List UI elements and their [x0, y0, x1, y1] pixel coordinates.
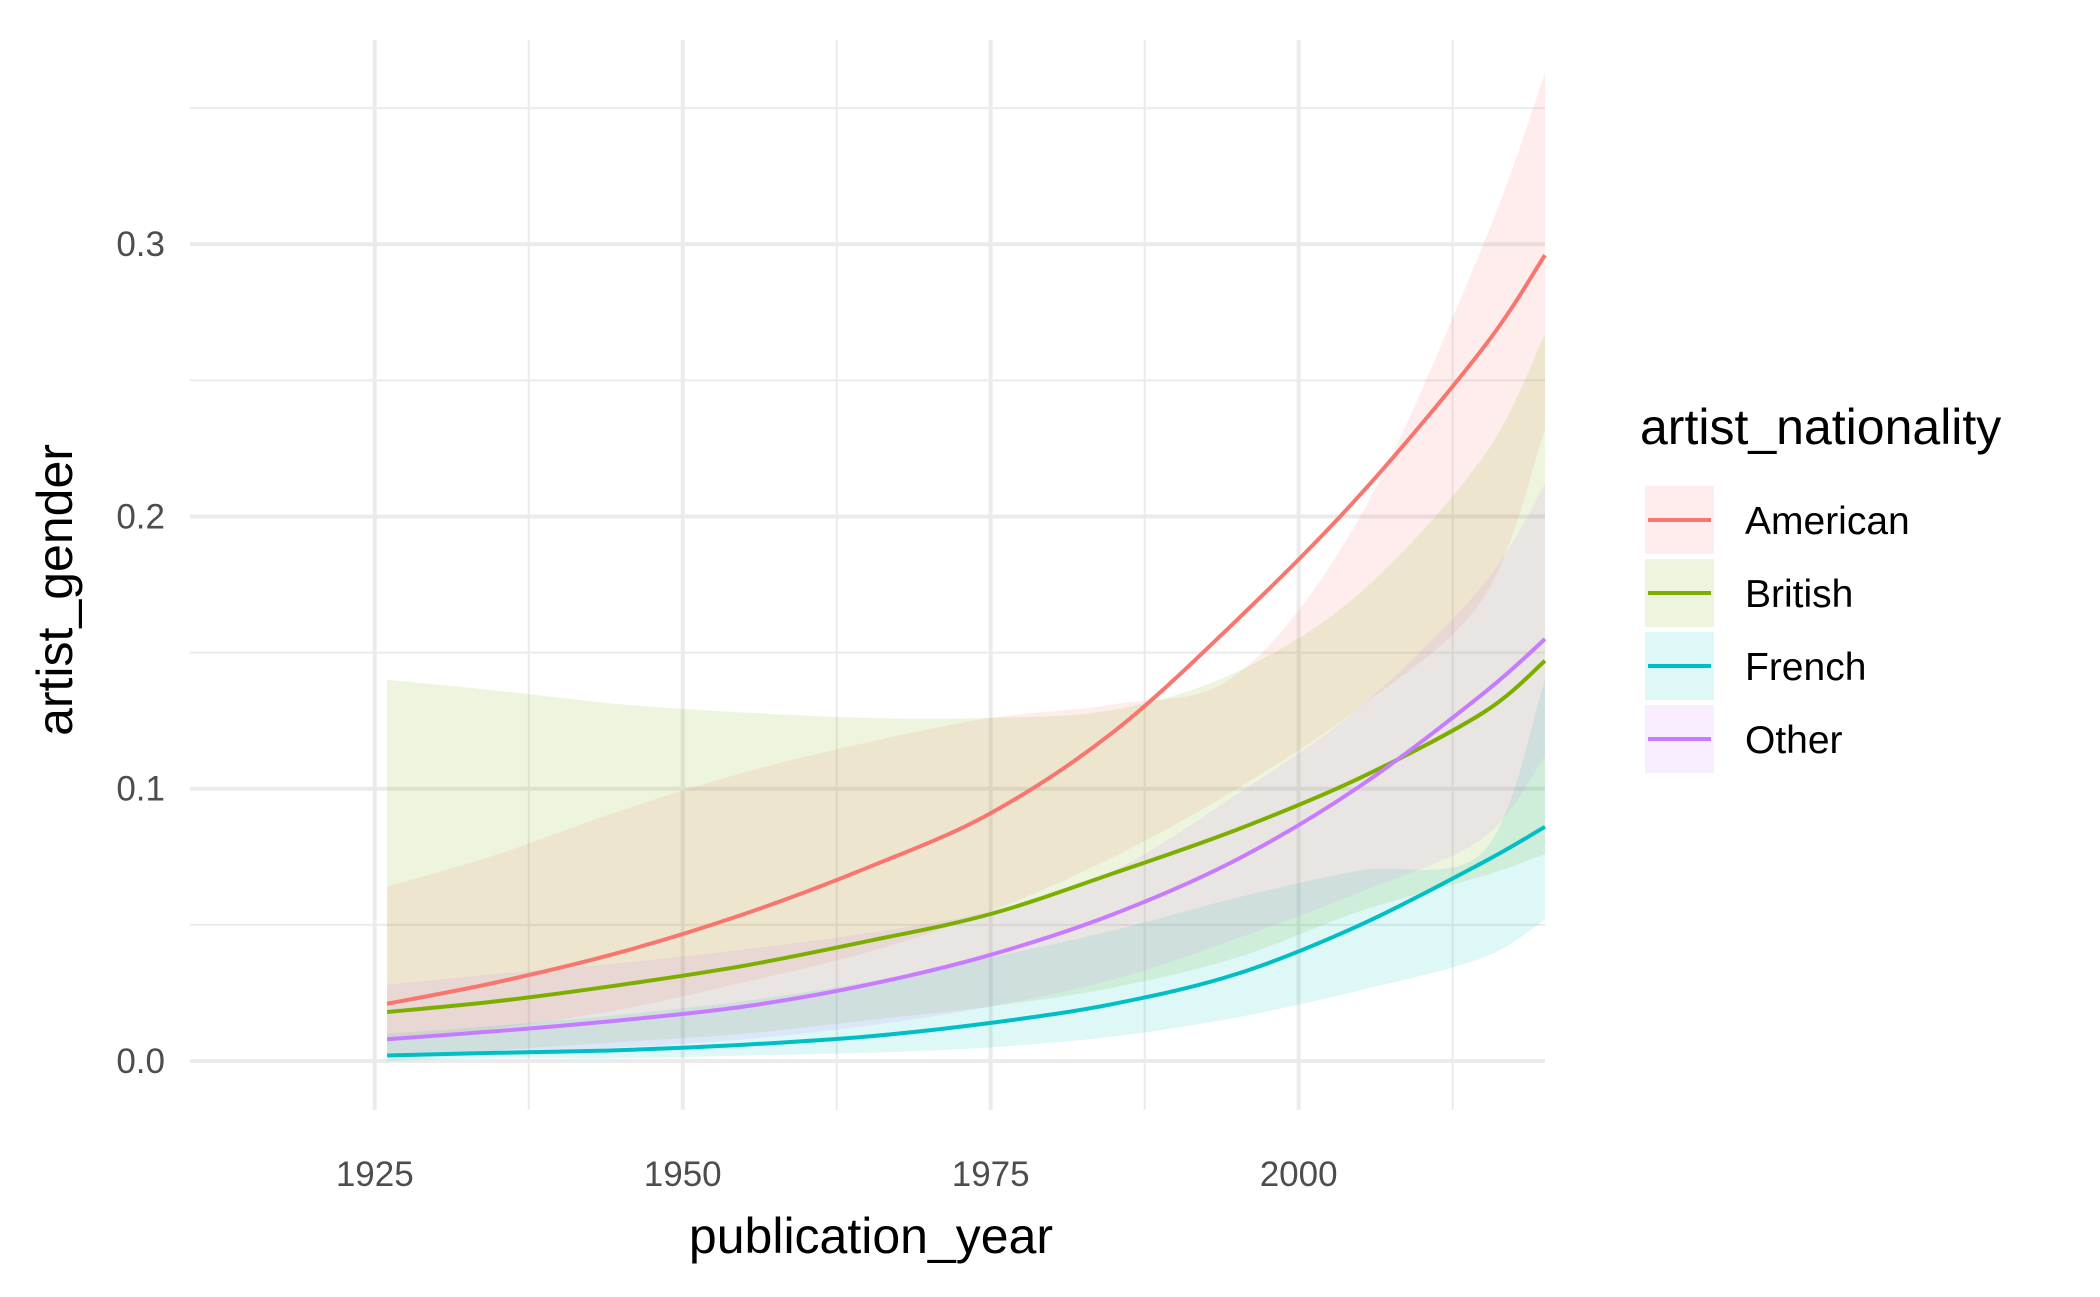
confidence-ribbons — [387, 72, 1546, 1061]
x-tick-label: 1925 — [336, 1155, 414, 1194]
y-axis-title: artist_gender — [27, 444, 83, 736]
line-british — [386, 659, 1547, 1014]
legend-title: artist_nationality — [1640, 399, 2001, 455]
ribbon-other — [387, 483, 1546, 1056]
x-tick-label: 2000 — [1260, 1155, 1338, 1194]
legend: artist_nationality American British French… — [1640, 399, 2001, 773]
legend-label-other: Other — [1745, 719, 1843, 762]
legend-label-british: British — [1745, 573, 1853, 616]
legend-key-french — [1645, 632, 1714, 700]
series-lines — [386, 253, 1547, 1058]
line-american — [386, 253, 1547, 1006]
y-axis-tick-labels: 0.0 0.1 0.2 0.3 — [116, 225, 165, 1081]
ribbon-british — [387, 334, 1546, 1056]
legend-items: American British French Other — [1645, 486, 1910, 773]
legend-key-american — [1645, 486, 1714, 554]
legend-label-american: American — [1745, 500, 1910, 543]
x-axis-tick-labels: 1925 1950 1975 2000 — [336, 1155, 1338, 1194]
x-tick-label: 1950 — [644, 1155, 722, 1194]
y-tick-label: 0.2 — [116, 497, 165, 536]
legend-label-french: French — [1745, 646, 1866, 689]
y-tick-label: 0.3 — [116, 225, 165, 264]
minor-gridlines — [190, 40, 1545, 1110]
x-tick-label: 1975 — [952, 1155, 1030, 1194]
legend-key-other — [1645, 705, 1714, 773]
line-other — [386, 637, 1547, 1042]
line-french — [387, 825, 1546, 1058]
y-tick-label: 0.1 — [116, 770, 165, 809]
major-gridlines — [190, 40, 1545, 1110]
y-tick-label: 0.0 — [116, 1042, 165, 1081]
x-axis-title: publication_year — [689, 1208, 1053, 1264]
legend-key-british — [1645, 559, 1714, 627]
ribbon-american — [387, 72, 1546, 1042]
